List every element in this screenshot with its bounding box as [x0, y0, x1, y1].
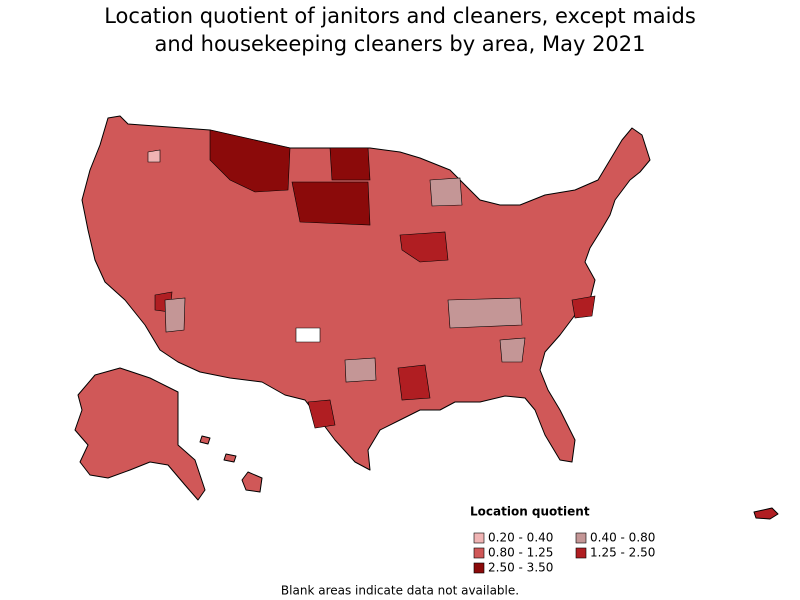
region [499, 337, 526, 363]
region [147, 149, 161, 163]
region [344, 357, 377, 383]
region [329, 147, 371, 181]
title: and housekeeping cleaners by area, May 2… [154, 32, 645, 56]
legend: Location quotient 0.20 - 0.40 0.40 - 0.80… [470, 505, 655, 575]
legend-label: 1.25 - 2.50 [590, 546, 655, 560]
puerto-rico [753, 507, 779, 520]
legend-swatch [575, 547, 587, 559]
legend-label: 0.40 - 0.80 [590, 531, 655, 545]
note: Blank areas indicate data not available. [281, 584, 519, 598]
legend-label: 0.80 - 1.25 [488, 546, 553, 560]
region [307, 399, 336, 429]
legend-swatch [575, 532, 587, 544]
hawaii [223, 453, 237, 463]
legend-label: 0.20 - 0.40 [488, 531, 553, 545]
title: Location quotient of janitors and cleane… [104, 4, 696, 28]
region [164, 297, 186, 333]
legend-title: Location quotient [470, 505, 590, 519]
legend-swatch [473, 547, 485, 559]
region [209, 129, 291, 193]
region [397, 364, 431, 401]
map [74, 115, 779, 520]
legend-label: 2.50 - 3.50 [488, 561, 553, 575]
blank-area [295, 327, 321, 343]
region [571, 295, 596, 319]
region [399, 231, 449, 263]
region [447, 297, 523, 329]
mainland [81, 115, 651, 471]
region [291, 181, 371, 226]
legend-swatch [473, 532, 485, 544]
hawaii [199, 435, 211, 445]
region [429, 177, 463, 207]
hawaii [241, 471, 263, 493]
alaska [74, 367, 206, 501]
legend-swatch [473, 562, 485, 574]
